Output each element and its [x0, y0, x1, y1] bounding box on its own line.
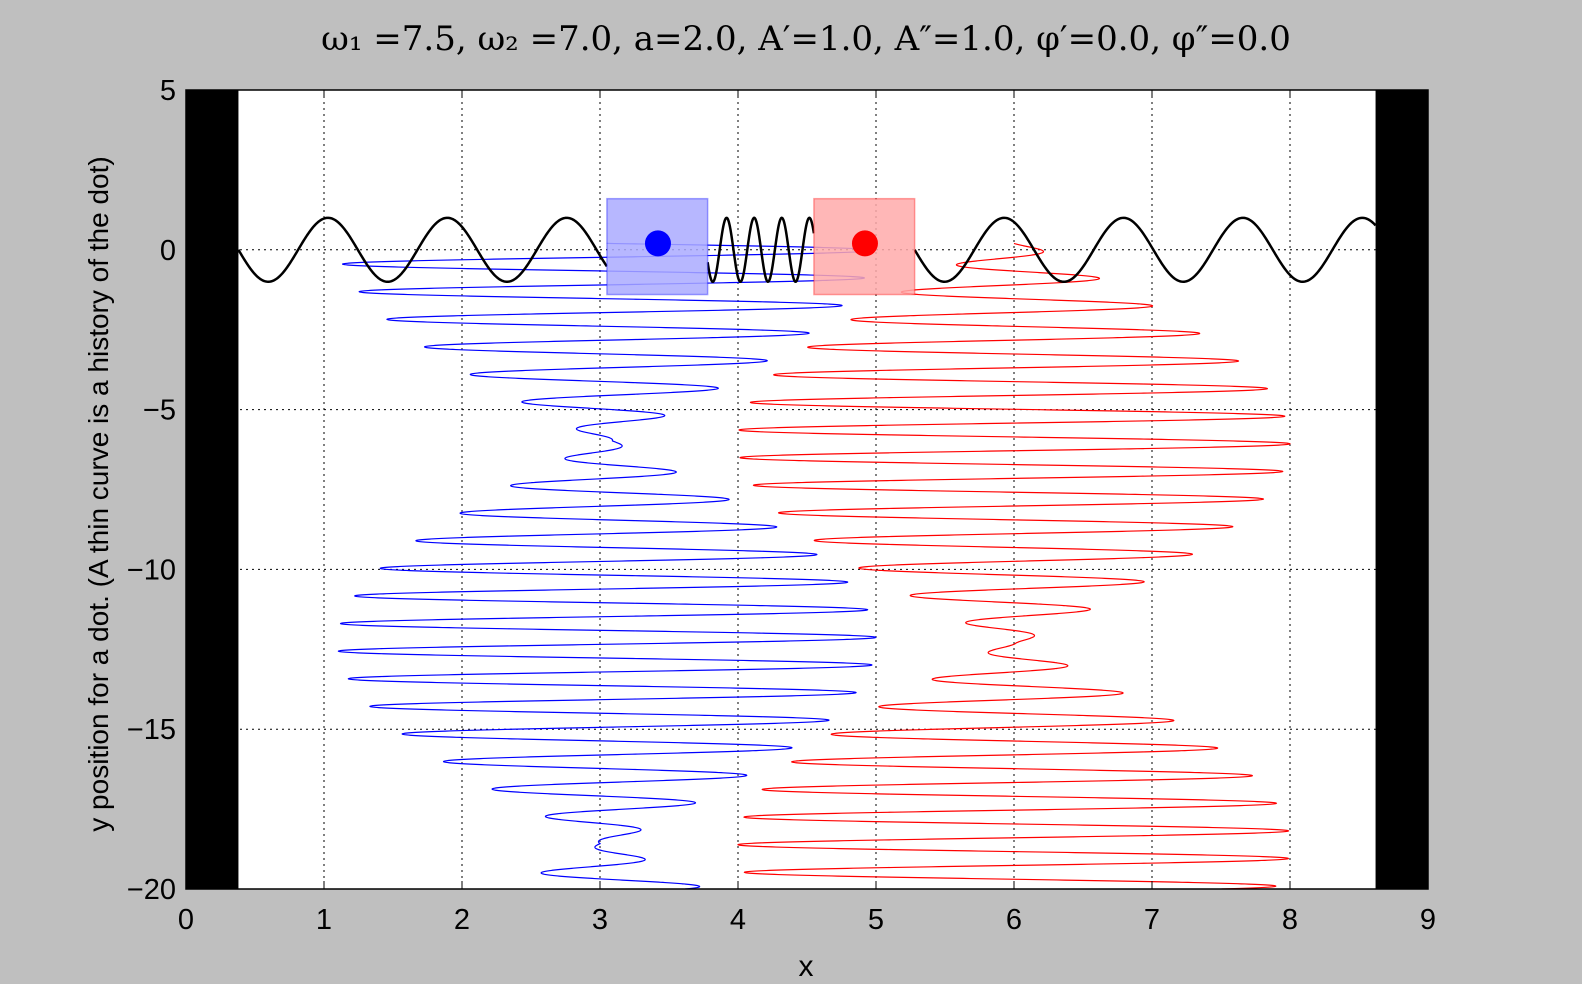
plot-frame: [185, 89, 1429, 890]
red-trajectory-line: [737, 242, 1291, 889]
y-tick-label: −5: [143, 395, 176, 427]
x-tick-label: 3: [592, 904, 608, 936]
left-wall: [186, 90, 239, 889]
x-tick-label: 2: [454, 904, 470, 936]
axis-ticks: 0 1 2 3 4 5 6 7 8 9 5 0 −5 −10 −15 −20: [127, 75, 1436, 936]
plot-area: [186, 90, 1428, 889]
red-mass-dot: [851, 230, 878, 257]
x-tick-label: 5: [868, 904, 884, 936]
trajectories: [337, 242, 1291, 889]
right-wall: [1375, 90, 1428, 889]
y-tick-label: −20: [127, 874, 176, 906]
walls: [186, 90, 1428, 889]
blue-mass-dot: [644, 230, 671, 257]
x-tick-label: 8: [1282, 904, 1298, 936]
masses: [606, 197, 916, 296]
y-axis-label: y position for a dot. (A thin curve is a…: [83, 156, 114, 831]
string-middle-segment: [706, 216, 816, 284]
x-tick-label: 6: [1006, 904, 1022, 936]
x-tick-label: 0: [178, 904, 194, 936]
y-tick-label: 0: [160, 235, 176, 267]
x-tick-label: 1: [316, 904, 332, 936]
x-tick-label: 4: [730, 904, 746, 936]
y-tick-label: 5: [160, 75, 176, 107]
y-tick-label: −15: [127, 714, 176, 746]
x-axis-label: x: [799, 950, 814, 983]
x-tick-label: 9: [1420, 904, 1436, 936]
x-tick-label: 7: [1144, 904, 1160, 936]
string-left-segment: [237, 216, 608, 284]
y-tick-label: −10: [127, 554, 176, 586]
blue-trajectory-line: [337, 242, 877, 889]
string-wave: [237, 216, 1377, 284]
chart-title: ω₁ =7.5, ω₂ =7.0, a=2.0, A′=1.0, A″=1.0,…: [321, 19, 1291, 59]
string-right-segment: [913, 216, 1377, 284]
